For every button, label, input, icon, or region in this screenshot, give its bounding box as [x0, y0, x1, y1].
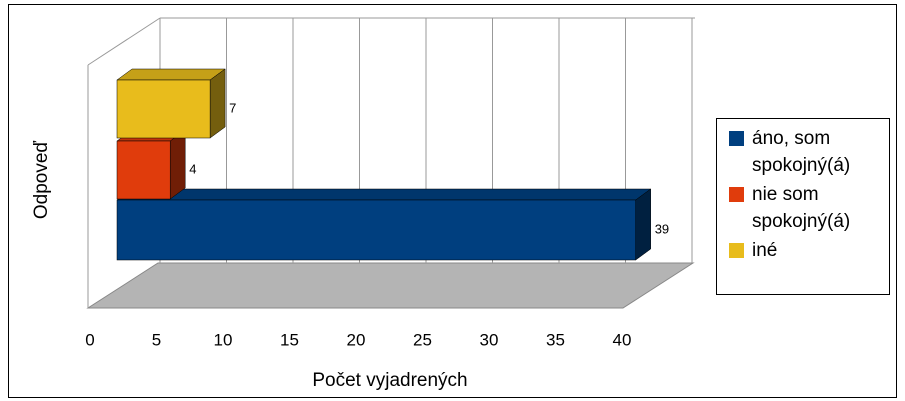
- bar-side: [169, 129, 186, 200]
- legend-swatch: [729, 131, 744, 146]
- side-top: [87, 17, 161, 66]
- data-label: 4: [189, 161, 196, 176]
- x-tick-label: 30: [480, 330, 499, 349]
- legend-label: nie som spokojný(á): [752, 184, 851, 232]
- x-tick-label: 35: [546, 330, 565, 349]
- y-axis-label: Odpoveď: [31, 141, 52, 220]
- bar: [116, 188, 652, 261]
- bar: [116, 129, 186, 200]
- bar-top: [116, 68, 226, 81]
- legend: áno, som spokojný(á) nie som spokojný(á) i…: [716, 118, 890, 295]
- legend-swatch: [729, 243, 744, 258]
- data-label: 7: [229, 100, 236, 115]
- legend-entry: iné: [725, 237, 881, 264]
- bar-side: [209, 68, 226, 139]
- x-tick-label: 15: [280, 330, 299, 349]
- bar-front: [116, 79, 211, 139]
- legend-entry: áno, som spokojný(á): [725, 125, 881, 179]
- x-tick-label: 5: [152, 330, 161, 349]
- legend-entry: nie som spokojný(á): [725, 181, 881, 235]
- floor: [86, 262, 695, 309]
- legend-swatch: [729, 187, 744, 202]
- bar-front: [116, 199, 636, 261]
- x-tick-label: 40: [613, 330, 632, 349]
- x-tick-label: 20: [347, 330, 366, 349]
- data-label: 39: [655, 221, 669, 236]
- x-tick-label: 25: [413, 330, 432, 349]
- bar-front: [116, 140, 171, 200]
- bar: [116, 68, 226, 139]
- bar-top: [116, 188, 652, 201]
- legend-label: iné: [752, 240, 778, 261]
- x-tick-label: 10: [214, 330, 233, 349]
- legend-label: áno, som spokojný(á): [752, 128, 851, 176]
- x-tick-label: 0: [85, 330, 94, 349]
- bar-side: [635, 188, 651, 261]
- x-axis-label: Počet vyjadrených: [312, 370, 467, 391]
